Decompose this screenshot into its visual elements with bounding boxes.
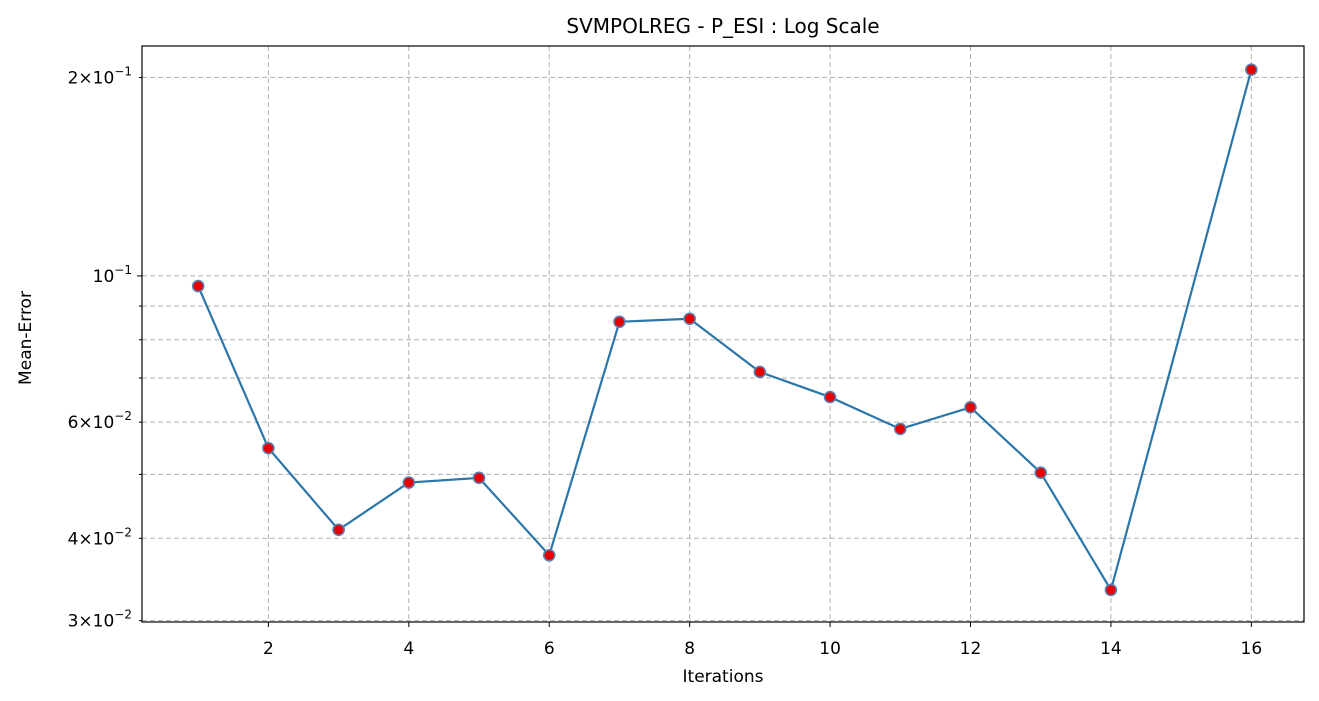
data-point (753, 365, 767, 379)
y-tick-label: 6×10−2 (68, 409, 132, 433)
plot-frame (141, 45, 1305, 623)
data-point (262, 441, 275, 455)
x-tick-label: 16 (1241, 639, 1263, 659)
data-point (964, 401, 977, 414)
x-tick-label: 6 (544, 639, 555, 659)
x-tick-label: 8 (684, 639, 695, 659)
data-point (542, 548, 556, 562)
data-point (402, 476, 416, 489)
series-layer (191, 63, 1258, 597)
x-axis-label: Iterations (683, 667, 764, 687)
data-point (191, 279, 205, 293)
data-point (613, 315, 626, 329)
data-point (893, 422, 907, 436)
y-tick-label: 4×10−2 (68, 525, 132, 549)
y-tick-label: 10−1 (93, 263, 132, 287)
tick-layer: 2 4 6 8 10 12 14 16 10−1 3×10−2 4×10−2 6×10−2 2×10−1 (68, 64, 1263, 659)
x-tick-label: 10 (819, 639, 841, 659)
x-tick-label: 14 (1100, 639, 1122, 659)
chart-title: SVMPOLREG - P_ESI : Log Scale (566, 14, 879, 38)
series-line (197, 69, 1253, 593)
y-tick-label: 2×10−1 (68, 64, 132, 88)
data-point (1104, 583, 1118, 597)
data-point (1245, 63, 1258, 76)
grid-layer (142, 46, 1304, 622)
data-point (823, 390, 837, 404)
data-point (683, 312, 696, 326)
y-axis-label: Mean-Error (16, 291, 36, 385)
data-point (472, 471, 486, 485)
x-tick-label: 12 (960, 639, 982, 659)
x-tick-label: 4 (403, 639, 414, 659)
y-tick-label: 3×10−2 (68, 608, 132, 632)
data-point (1034, 466, 1048, 479)
data-point (332, 523, 345, 537)
x-tick-label: 2 (263, 639, 274, 659)
